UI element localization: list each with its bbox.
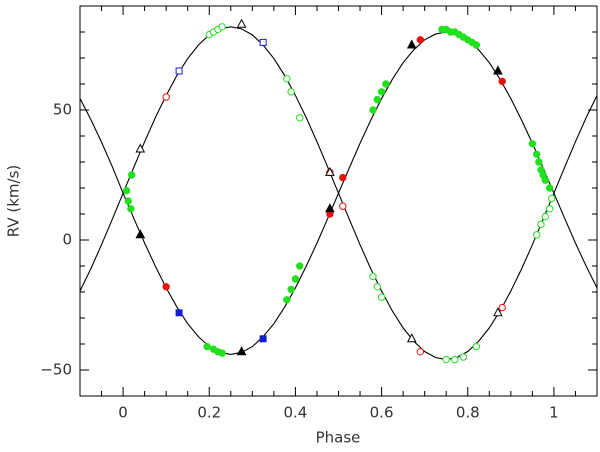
circle-marker	[541, 176, 549, 184]
circle-marker	[545, 184, 554, 192]
circle-marker	[472, 41, 481, 49]
circle-marker	[532, 150, 541, 158]
triangle-marker	[493, 65, 503, 75]
x-tick-label: 1	[549, 404, 559, 422]
x-tick-label: 0.2	[197, 404, 221, 422]
circle-marker	[532, 231, 541, 239]
circle-marker	[339, 173, 347, 182]
circle-marker	[287, 285, 295, 294]
model-curve	[80, 31, 597, 355]
circle-marker	[283, 75, 291, 83]
y-tick-label: 50	[53, 101, 72, 119]
y-axis-label: RV (km/s)	[5, 165, 23, 238]
plot-frame	[79, 5, 598, 397]
triangle-marker	[493, 307, 503, 317]
circle-marker	[283, 296, 291, 304]
circle-marker	[382, 80, 390, 88]
circle-marker	[296, 114, 304, 122]
circle-marker	[339, 202, 347, 210]
circle-marker	[377, 293, 386, 301]
circle-marker	[162, 93, 170, 101]
circle-marker	[541, 212, 549, 221]
circle-marker	[535, 158, 543, 166]
circle-marker	[416, 348, 425, 356]
x-tick-label: 0.8	[456, 404, 480, 422]
circle-marker	[442, 355, 450, 364]
triangle-marker	[406, 39, 417, 49]
x-tick-label: 0.4	[283, 404, 307, 422]
square-marker	[175, 67, 183, 75]
triangle-marker	[135, 143, 146, 153]
circle-marker	[128, 171, 136, 179]
circle-marker	[369, 272, 377, 281]
circle-marker	[451, 355, 459, 364]
circle-marker	[472, 342, 481, 351]
y-tick-label: 0	[62, 231, 72, 249]
square-marker	[259, 38, 267, 46]
x-tick-label: 0.6	[370, 404, 394, 422]
circle-marker	[416, 36, 425, 44]
triangle-marker	[236, 18, 247, 28]
circle-marker	[291, 275, 300, 283]
x-tick-label: 0	[118, 404, 128, 422]
circle-marker	[459, 353, 468, 361]
circle-marker	[498, 77, 506, 86]
triangle-marker	[325, 166, 335, 176]
triangle-marker	[325, 203, 335, 213]
circle-marker	[369, 106, 377, 114]
circle-marker	[127, 205, 135, 213]
circle-marker	[296, 262, 304, 270]
circle-marker	[548, 194, 556, 203]
y-tick-label: −50	[40, 361, 72, 379]
circle-marker	[537, 220, 545, 229]
triangle-marker	[135, 229, 146, 239]
circle-marker	[373, 283, 381, 291]
circle-marker	[373, 95, 381, 104]
circle-marker	[377, 88, 386, 96]
square-marker	[175, 309, 183, 317]
triangle-marker	[236, 346, 247, 356]
circle-marker	[124, 197, 132, 205]
circle-marker	[203, 342, 211, 351]
circle-marker	[162, 283, 170, 291]
circle-marker	[218, 23, 226, 31]
circle-marker	[545, 205, 554, 213]
circle-marker	[528, 140, 537, 148]
square-marker	[259, 335, 267, 343]
x-axis-label: Phase	[316, 429, 361, 447]
triangle-marker	[406, 333, 417, 343]
circle-marker	[498, 303, 506, 312]
circle-marker	[287, 88, 295, 96]
circle-marker	[218, 349, 226, 357]
circle-marker	[122, 186, 131, 195]
